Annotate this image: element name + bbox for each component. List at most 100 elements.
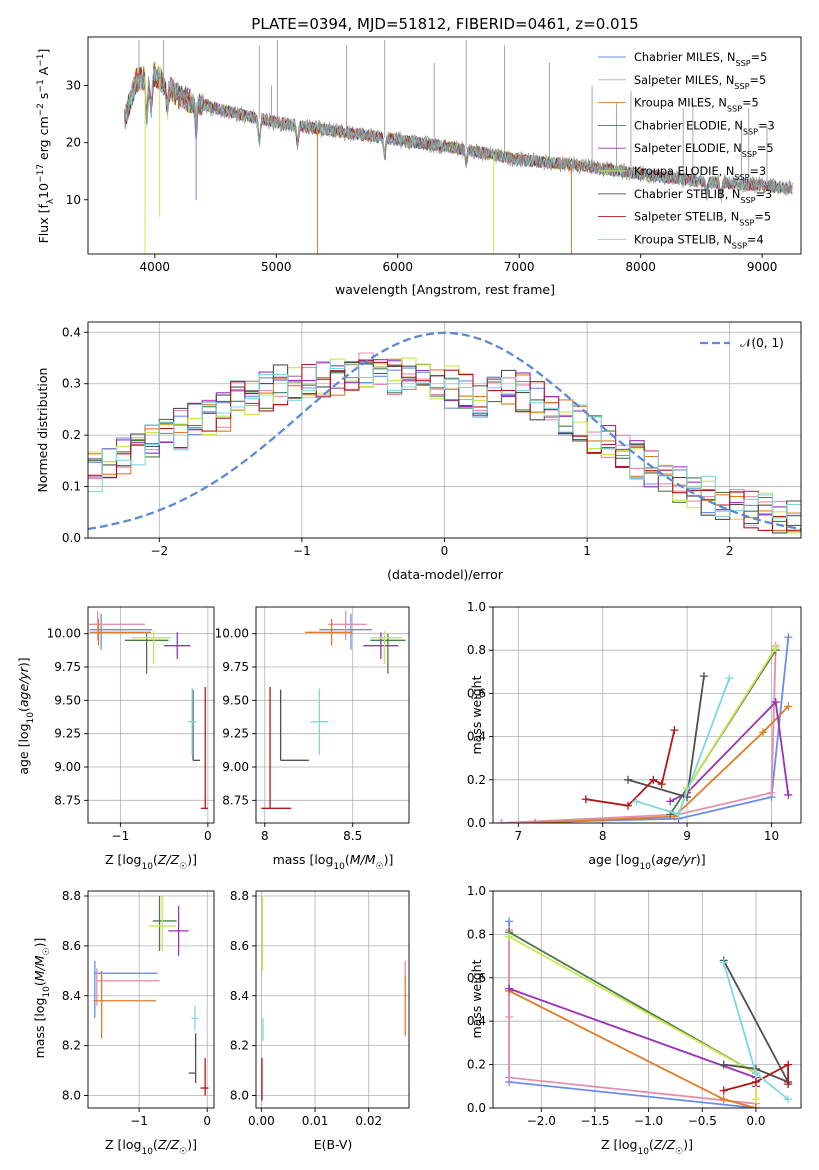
x-axis-label: Z [log10(Z/Z☉)] <box>105 852 197 872</box>
plot-area <box>505 917 793 1108</box>
weight-marker <box>632 797 641 806</box>
label-part: )] <box>187 852 197 867</box>
label-part: =5 <box>757 142 774 155</box>
y-tick-label: 8.2 <box>230 1039 249 1053</box>
weight-marker <box>649 775 658 784</box>
y-tick-label: 0.2 <box>62 428 81 442</box>
plot-area <box>88 331 801 534</box>
weight-marker <box>505 1012 514 1021</box>
label-part: SSP <box>732 240 747 250</box>
plot-area <box>88 611 208 809</box>
weight-line <box>501 637 790 823</box>
x-tick-label: 5000 <box>261 260 292 274</box>
x-axis-label: Z [log10(Z/Z☉)] <box>105 1137 197 1157</box>
axes-frame <box>255 890 410 1109</box>
x-tick-label: −2.0 <box>527 1114 556 1128</box>
weight-marker <box>670 726 679 735</box>
y-tick-label: 0.8 <box>467 643 486 657</box>
weight-marker <box>719 958 728 967</box>
legend-label: Salpeter MILES, NSSP=5 <box>634 74 766 91</box>
x-tick-label: 0 <box>203 1114 211 1128</box>
weight-marker <box>767 788 776 797</box>
label-part: ( <box>153 852 158 867</box>
y-tick-label: 0.4 <box>62 325 81 339</box>
y-tick-label: 8.75 <box>222 793 249 807</box>
weight-marker <box>759 728 768 737</box>
errorbar-point <box>93 970 157 1039</box>
x-tick-label: 0.02 <box>355 1114 382 1128</box>
label-part: ] <box>36 49 51 54</box>
label-part: )] <box>384 852 394 867</box>
errorbar-point <box>152 895 177 951</box>
y-tick-label: 8.75 <box>54 793 81 807</box>
weight-marker <box>505 1073 514 1082</box>
y-tick-label: 0.6 <box>467 971 486 985</box>
label-part: Z/Z <box>157 852 180 867</box>
label-part: Kroupa MILES, N <box>634 97 727 110</box>
y-tick-label: 8.4 <box>230 989 249 1003</box>
axes-frame <box>255 606 410 824</box>
label-part: Kroupa STELIB, N <box>634 233 732 246</box>
x-tick-label: 2 <box>726 544 734 558</box>
y-tick-label: 0.0 <box>62 531 81 545</box>
plot-area <box>93 895 209 1096</box>
x-tick-label: 1 <box>583 544 591 558</box>
label-part: ☉ <box>42 947 52 955</box>
x-tick-label: 8.5 <box>343 829 362 843</box>
weight-marker <box>719 1095 728 1104</box>
errorbar-point <box>96 968 160 1006</box>
y-tick-label: 10 <box>66 193 81 207</box>
errorbar-point <box>89 613 152 650</box>
legend-label: Chabrier STELIB, NSSP=3 <box>634 188 772 205</box>
label-part: ( <box>651 852 656 867</box>
label-part: −2 <box>36 103 46 116</box>
errorbar-point <box>305 619 353 646</box>
errorbar-point <box>164 632 191 659</box>
y-tick-label: 0.2 <box>467 773 486 787</box>
label-part: mass [log <box>273 852 334 867</box>
label-part: ( <box>32 981 47 986</box>
y-tick-label: 8.0 <box>62 1089 81 1103</box>
y-tick-label: 0.2 <box>467 1058 486 1072</box>
weight-line <box>723 1063 789 1092</box>
x-tick-label: 0.00 <box>248 1114 275 1128</box>
errorbar-point <box>94 960 158 1019</box>
label-part: )] <box>187 1137 197 1152</box>
label-part: −1 <box>36 54 46 67</box>
x-tick-label: −1.5 <box>580 1114 609 1128</box>
errorbar-point <box>148 895 176 951</box>
legend-label: Chabrier ELODIE, NSSP=3 <box>634 119 775 136</box>
y-tick-label: 0.0 <box>467 1101 486 1115</box>
chart-mass-vs-Z: −1 08.08.28.48.68.8Z [log10(Z/Z☉)]mass [l… <box>32 889 215 1157</box>
y-tick-label: 30 <box>66 79 81 93</box>
label-part: Salpeter ELODIE, N <box>634 142 742 155</box>
weight-line <box>535 705 789 823</box>
x-tick-label: 0.01 <box>302 1114 329 1128</box>
weight-marker <box>666 797 675 806</box>
label-part: ( <box>649 1137 654 1152</box>
y-tick-label: 0.8 <box>467 927 486 941</box>
x-tick-label: 8 <box>261 829 269 843</box>
y-tick-label: 1.0 <box>467 884 486 898</box>
label-part: mass [log <box>32 998 47 1059</box>
label-part: 10 <box>42 986 52 998</box>
y-tick-label: 0.1 <box>62 480 81 494</box>
label-part: =4 <box>747 233 764 246</box>
errorbar-point <box>261 687 292 809</box>
legend-label: Salpeter STELIB, NSSP=5 <box>634 211 771 228</box>
label-part: −1 <box>36 79 46 92</box>
legend-label: Kroupa STELIB, NSSP=4 <box>634 233 764 250</box>
label-part: SSP <box>727 104 742 114</box>
plot-area <box>261 611 406 809</box>
x-tick-label: −1 <box>130 1114 148 1128</box>
y-tick-label: 9.75 <box>54 660 81 674</box>
errorbar-point <box>124 633 169 674</box>
errorbar-point <box>191 1005 199 1031</box>
legend-label: Kroupa MILES, NSSP=5 <box>634 97 759 114</box>
axes-frame <box>492 606 802 824</box>
weight-marker <box>771 698 780 707</box>
label-part: age [log <box>16 723 31 774</box>
weight-marker <box>751 1104 760 1108</box>
x-axis-label: E(B-V) <box>314 1137 353 1152</box>
